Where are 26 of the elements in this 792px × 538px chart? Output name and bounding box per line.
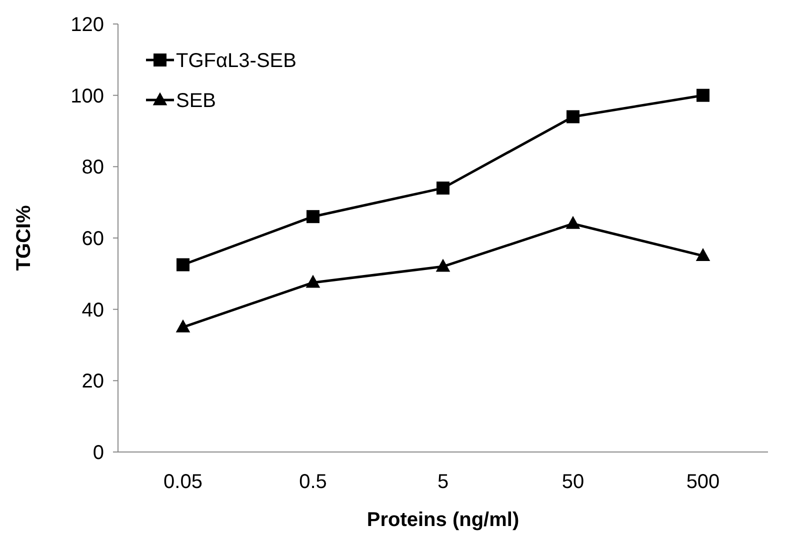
point [696,248,710,262]
y-tick-label: 40 [82,299,104,322]
point [306,274,320,288]
point [176,258,190,272]
y-tick-label: 100 [70,85,104,108]
x-tick-label: 0.05 [164,471,202,493]
x-tick-label: 0.5 [299,471,327,493]
x-tick-label: 50 [562,471,584,493]
x-tick-label: 500 [686,471,720,493]
point [176,319,190,332]
point [566,110,580,124]
point [436,258,450,272]
y-tick-label: 120 [70,14,104,36]
y-tick-label: 60 [82,228,104,250]
x-axis-title: Proteins (ng/ml) [366,509,520,531]
legend-label: TGFαL3-SEB [176,50,296,72]
point [696,88,710,102]
y-tick-label: 80 [82,156,104,179]
y-tick-label: 0 [92,442,104,464]
y-tick-label: 20 [82,370,104,393]
point [306,210,320,224]
legend-label: SEB [176,90,216,112]
point [436,182,450,195]
point [566,216,580,229]
y-axis-title: TGCI% [13,205,35,271]
x-tick-label: 5 [437,471,449,493]
